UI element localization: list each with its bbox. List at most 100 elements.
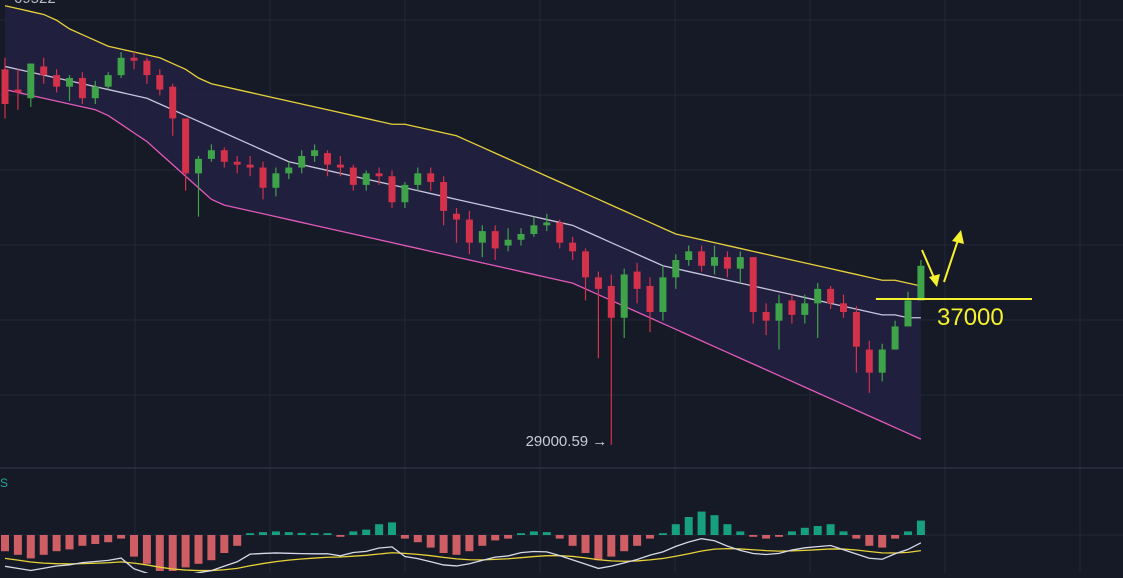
candle-body (569, 242, 577, 252)
candle-18 (233, 156, 241, 174)
candle-38 (491, 225, 499, 260)
candle-51 (659, 265, 667, 321)
candle-body (607, 286, 615, 318)
candle-48 (620, 268, 628, 338)
candle-11 (143, 57, 151, 84)
candle-46 (594, 271, 602, 359)
candle-61 (788, 294, 796, 324)
candle-body (1, 69, 9, 104)
candle-40 (517, 228, 525, 246)
candle-3 (40, 57, 48, 84)
macd-histogram-bar-15 (194, 535, 203, 564)
up-arrow-head (952, 230, 964, 244)
candle-52 (672, 254, 680, 289)
candle-body (349, 167, 357, 185)
candle-body (375, 173, 383, 177)
low-price-label: 29000.59 → (526, 433, 608, 450)
candle-60 (775, 294, 783, 350)
macd-histogram-bar-71 (916, 520, 925, 535)
candle-68 (878, 343, 886, 382)
candle-5 (66, 75, 73, 102)
macd-histogram-bar-11 (142, 535, 151, 564)
candle-body (285, 167, 293, 174)
candle-body (827, 288, 835, 304)
candle-body (762, 312, 770, 321)
candle-body (207, 150, 215, 159)
macd-histogram-bar-22 (284, 532, 293, 535)
candle-12 (156, 69, 164, 96)
macd-histogram-bar-70 (904, 531, 912, 535)
macd-histogram-bar-9 (117, 535, 126, 539)
candle-0 (1, 57, 9, 119)
macd-histogram-bar-59 (762, 535, 771, 539)
up-arrow-line (943, 239, 959, 283)
candle-body (801, 303, 809, 315)
candle-55 (711, 245, 718, 275)
bollinger-band-fill (5, 5, 921, 440)
candle-body (143, 60, 151, 76)
candle-body (594, 277, 602, 289)
candle-body (672, 260, 680, 278)
macd-histogram-bar-57 (736, 531, 745, 535)
down-arrow-head (929, 274, 940, 287)
candle-body (246, 164, 254, 168)
candle-47 (607, 274, 615, 445)
candle-body (427, 173, 435, 182)
candle-body (917, 265, 925, 301)
macd-histogram-bar-3 (39, 535, 48, 555)
macd-histogram-bar-10 (130, 535, 138, 557)
macd-histogram-bar-17 (220, 535, 229, 553)
candle-71 (917, 260, 925, 301)
candle-8 (104, 72, 112, 90)
macd-histogram-bar-48 (620, 535, 629, 552)
candle-body (130, 57, 138, 61)
macd-histogram-bar-33 (426, 535, 435, 548)
candle-4 (53, 69, 61, 93)
candle-body (865, 349, 873, 373)
candle-62 (801, 294, 809, 324)
candle-56 (723, 251, 731, 278)
candle-7 (91, 80, 99, 104)
candle-23 (298, 150, 306, 174)
macd-histogram-bar-38 (491, 535, 500, 541)
macd-histogram-bar-56 (723, 524, 732, 535)
candle-32 (414, 167, 422, 191)
macd-histogram-bar-36 (465, 535, 474, 552)
candle-body (814, 288, 822, 304)
macd-histogram-bar-46 (594, 535, 603, 561)
candle-29 (375, 167, 383, 185)
candle-body (685, 251, 693, 260)
indicator-pane-marker: S (0, 476, 9, 490)
middle-band-line (4, 65, 921, 319)
macd-histogram-bar-0 (1, 535, 9, 552)
candle-6 (78, 72, 86, 104)
candle-body (646, 286, 654, 312)
candle-body (362, 173, 370, 185)
candle-body (27, 63, 35, 99)
macd-histogram-bar-66 (852, 535, 861, 539)
candle-body (401, 184, 409, 203)
candle-body (543, 222, 551, 226)
candle-24 (311, 144, 319, 162)
candle-body (891, 326, 899, 350)
candle-body (582, 251, 589, 278)
candle-25 (324, 150, 331, 177)
candle-36 (465, 210, 473, 255)
macd-histogram-bar-7 (91, 535, 100, 544)
macd-histogram-bar-54 (697, 511, 706, 535)
candle-body (259, 167, 267, 188)
macd-histogram-bar-52 (671, 524, 680, 535)
candle-body (233, 161, 241, 165)
candle-body (749, 257, 757, 312)
macd-histogram-bar-8 (104, 535, 113, 543)
candle-57 (736, 251, 744, 284)
macd-histogram-bar-41 (529, 531, 538, 535)
candle-39 (504, 228, 512, 252)
candle-body (388, 176, 396, 203)
macd-histogram-bar-51 (658, 533, 667, 535)
macd-histogram-bar-23 (297, 532, 306, 535)
macd-histogram-bar-53 (684, 517, 693, 535)
candle-58 (749, 257, 757, 324)
candle-body (478, 231, 486, 243)
